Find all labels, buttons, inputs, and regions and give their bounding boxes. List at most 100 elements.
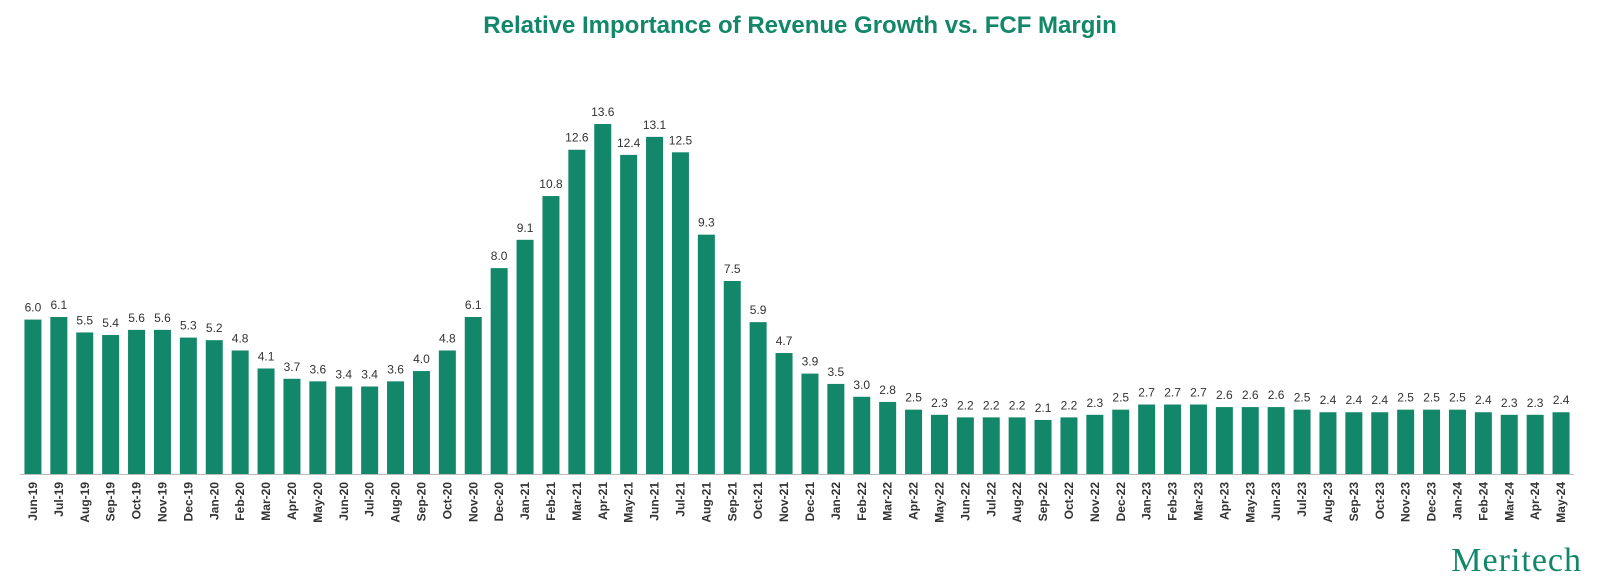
x-tick-label: Jan-24 — [1450, 482, 1464, 520]
x-tick-label: Sep-19 — [104, 482, 118, 522]
data-label: 3.7 — [284, 360, 301, 374]
bar-Jan-24 — [1448, 409, 1466, 474]
bar-Sep-21 — [723, 280, 741, 474]
x-tick-label: Feb-24 — [1476, 482, 1490, 521]
x-tick-label: Mar-20 — [259, 482, 273, 521]
x-tick-label: Jun-20 — [337, 482, 351, 521]
data-label: 3.9 — [802, 355, 819, 369]
data-label: 2.4 — [1553, 393, 1570, 407]
bar-Apr-22 — [905, 409, 923, 474]
bar-Oct-23 — [1371, 412, 1389, 474]
bar-Mar-22 — [879, 401, 897, 474]
data-label: 5.6 — [154, 311, 171, 325]
x-tick-label: Nov-21 — [777, 482, 791, 522]
x-tick-label: Jul-21 — [673, 482, 687, 517]
data-label: 4.8 — [232, 331, 249, 345]
bar-Oct-22 — [1060, 417, 1078, 474]
bar-Jan-22 — [827, 383, 845, 474]
x-tick-label: Apr-22 — [907, 482, 921, 520]
bar-Nov-22 — [1086, 414, 1104, 474]
data-label: 10.8 — [539, 177, 563, 191]
data-label: 2.4 — [1371, 393, 1388, 407]
bar-Nov-21 — [775, 353, 793, 474]
x-tick-label: Sep-21 — [725, 482, 739, 522]
x-tick-label: Aug-22 — [1010, 482, 1024, 523]
x-tick-label: Jun-21 — [648, 482, 662, 521]
x-tick-label: May-23 — [1243, 482, 1257, 523]
data-label: 3.5 — [828, 365, 845, 379]
data-label: 2.5 — [1449, 391, 1466, 405]
meritech-logo: Meritech — [1451, 544, 1582, 578]
data-label: 5.3 — [180, 319, 197, 333]
data-label: 2.5 — [905, 391, 922, 405]
data-label: 2.7 — [1164, 386, 1181, 400]
data-label: 13.6 — [591, 105, 615, 119]
data-label: 2.5 — [1397, 391, 1414, 405]
data-label: 13.1 — [643, 118, 667, 132]
x-tick-label: May-24 — [1554, 482, 1568, 523]
x-tick-label: Feb-23 — [1166, 482, 1180, 521]
data-label: 2.2 — [957, 398, 974, 412]
data-label: 3.4 — [361, 368, 378, 382]
x-tick-label: Dec-21 — [803, 482, 817, 522]
x-tick-label: Nov-19 — [155, 482, 169, 522]
bar-Jun-21 — [646, 136, 664, 474]
data-label: 4.1 — [258, 349, 275, 363]
bar-Aug-20 — [387, 381, 405, 474]
x-tick-label: Mar-21 — [570, 482, 584, 521]
chart-title: Relative Importance of Revenue Growth vs… — [483, 12, 1117, 39]
bar-Jun-23 — [1267, 407, 1285, 474]
value-labels-layer: 6.0 6.1 5.5 5.4 5.6 5.6 5.3 5.2 4.8 4.1 3.7 3.6 3.4 3… — [25, 105, 1570, 415]
x-tick-labels-layer: Jun-19 Jul-19 Aug-19 Sep-19 Oct-19 Nov-19 Dec-… — [26, 482, 1568, 523]
x-tick-label: Nov-23 — [1399, 482, 1413, 522]
data-label: 2.6 — [1242, 388, 1259, 402]
bar-Jul-21 — [671, 152, 689, 474]
x-tick-label: Feb-22 — [855, 482, 869, 521]
bar-Jan-20 — [205, 340, 223, 474]
x-tick-label: Aug-23 — [1321, 482, 1335, 523]
x-tick-label: Dec-22 — [1114, 482, 1128, 522]
x-tick-label: Jul-20 — [363, 482, 377, 517]
bar-Mar-23 — [1189, 404, 1207, 474]
x-tick-label: Jul-19 — [52, 482, 66, 517]
bar-Feb-20 — [231, 350, 249, 474]
bar-Dec-20 — [490, 268, 508, 474]
data-label: 3.4 — [335, 368, 352, 382]
bar-Dec-21 — [801, 373, 819, 474]
x-tick-label: Nov-20 — [466, 482, 480, 522]
x-tick-label: May-22 — [932, 482, 946, 523]
data-label: 4.7 — [776, 334, 793, 348]
data-label: 7.5 — [724, 262, 741, 276]
data-label: 2.5 — [1294, 391, 1311, 405]
logo-text: Meritech — [1451, 542, 1582, 579]
x-tick-label: Apr-21 — [596, 482, 610, 520]
x-tick-label: Jun-23 — [1269, 482, 1283, 521]
bar-May-22 — [930, 414, 948, 474]
data-label: 5.5 — [76, 313, 93, 327]
data-label: 9.3 — [698, 216, 715, 230]
bar-Jul-19 — [50, 317, 68, 474]
bar-Jul-23 — [1293, 409, 1311, 474]
x-tick-label: Mar-24 — [1502, 482, 1516, 521]
x-tick-label: Apr-24 — [1528, 482, 1542, 520]
bar-Apr-24 — [1526, 414, 1544, 474]
bar-Aug-22 — [1008, 417, 1026, 474]
data-label: 2.2 — [983, 398, 1000, 412]
bar-May-24 — [1552, 412, 1570, 474]
data-label: 6.1 — [465, 298, 482, 312]
x-tick-label: Feb-21 — [544, 482, 558, 521]
bar-Feb-23 — [1164, 404, 1182, 474]
bar-Mar-21 — [568, 149, 586, 475]
x-tick-label: May-21 — [622, 482, 636, 523]
bar-Dec-19 — [179, 337, 197, 474]
bar-Dec-23 — [1423, 409, 1441, 474]
data-label: 3.0 — [853, 378, 870, 392]
x-tick-label: Mar-23 — [1191, 482, 1205, 521]
bar-Feb-24 — [1474, 412, 1492, 474]
x-tick-label: Apr-23 — [1217, 482, 1231, 520]
x-tick-label: Dec-23 — [1425, 482, 1439, 522]
x-tick-label: Jan-22 — [829, 482, 843, 520]
x-tick-label: Sep-23 — [1347, 482, 1361, 522]
x-tick-label: Jan-23 — [1140, 482, 1154, 520]
